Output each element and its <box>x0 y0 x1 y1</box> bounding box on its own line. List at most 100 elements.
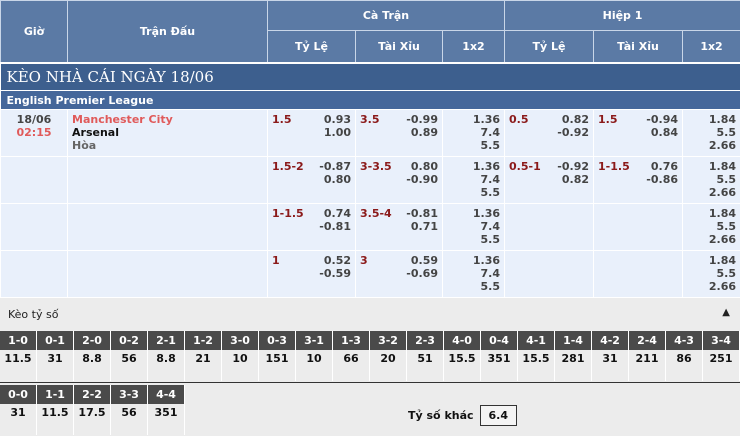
h1-handicap[interactable] <box>505 204 594 251</box>
col-tran-dau: Trận Đấu <box>68 1 268 63</box>
score-odds: 10 <box>296 350 332 381</box>
divider <box>0 382 740 383</box>
score-odds: 15.5 <box>444 350 480 381</box>
triangle-up-icon[interactable]: ▲ <box>722 307 730 318</box>
score-odds: 21 <box>185 350 221 381</box>
score-label: 0-4 <box>481 331 517 350</box>
score-label: 4-4 <box>148 385 184 404</box>
h1-over-under-odds: 0.76-0.86 <box>646 160 678 186</box>
score-odds: 56 <box>111 350 147 381</box>
score-label: 1-4 <box>555 331 591 350</box>
h1-over-under[interactable] <box>594 204 683 251</box>
over-under-odds: 0.59-0.69 <box>406 254 438 280</box>
h1-handicap-line: 0.5-1 <box>509 160 541 186</box>
score-label: 4-0 <box>444 331 480 350</box>
score-odds: 211 <box>629 350 665 381</box>
over-under-odds: 0.80-0.90 <box>406 160 438 186</box>
col-hiep1: Hiệp 1 <box>505 1 740 31</box>
h1-over-under[interactable] <box>594 251 683 298</box>
score-odds: 31 <box>0 404 36 435</box>
score-label: 0-1 <box>37 331 73 350</box>
score-odds: 15.5 <box>518 350 554 381</box>
col-ca-tran: Cà Trận <box>268 1 505 31</box>
league-name[interactable]: English Premier League <box>1 91 740 110</box>
score-label: 2-4 <box>629 331 665 350</box>
score-label: 3-3 <box>111 385 147 404</box>
other-score-value[interactable]: 6.4 <box>480 405 518 426</box>
score-label: 2-1 <box>148 331 184 350</box>
score-odds: 351 <box>148 404 184 435</box>
handicap-line: 1.5 <box>272 113 292 139</box>
h1-handicap[interactable] <box>505 251 594 298</box>
score-odds: 151 <box>259 350 295 381</box>
score-label: 2-2 <box>74 385 110 404</box>
score-label: 1-1 <box>37 385 73 404</box>
page-title: KÈO NHÀ CÁI NGÀY 18/06 <box>1 63 740 91</box>
score-label: 3-1 <box>296 331 332 350</box>
col-h1-ty-le: Tỷ Lệ <box>505 31 594 63</box>
score-odds: 251 <box>703 350 739 381</box>
score-label: 3-4 <box>703 331 739 350</box>
score-label: 1-3 <box>333 331 369 350</box>
handicap-line: 1-1.5 <box>272 207 304 233</box>
score-label: 3-0 <box>222 331 258 350</box>
keo-ty-so-header[interactable]: Kèo tỷ số ▲ <box>0 298 740 331</box>
handicap-line: 1.5-2 <box>272 160 304 186</box>
score-odds: 31 <box>592 350 628 381</box>
score-label: 0-3 <box>259 331 295 350</box>
